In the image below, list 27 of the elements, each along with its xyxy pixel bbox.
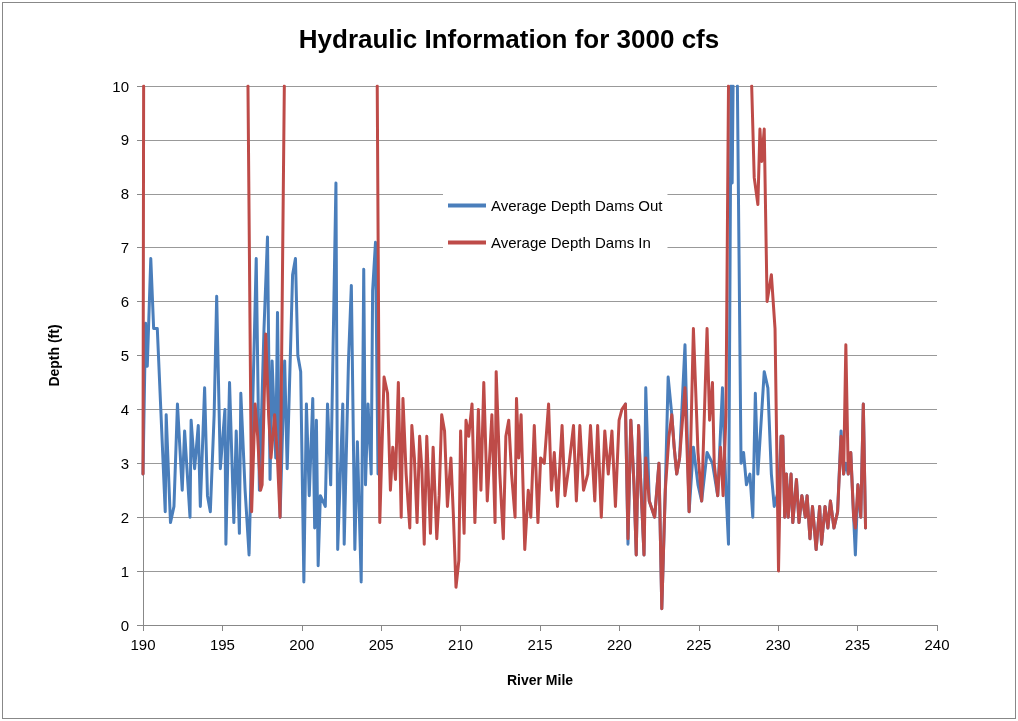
x-tick-label: 195 xyxy=(209,636,235,653)
y-axis-title: Depth (ft) xyxy=(46,324,62,387)
y-tick-label: 0 xyxy=(120,616,129,634)
x-tick-label: 215 xyxy=(527,636,553,653)
y-tick-label: 8 xyxy=(120,185,129,203)
x-tick-label: 205 xyxy=(368,636,394,653)
y-tick-label: 9 xyxy=(120,131,129,149)
legend-label: Average Depth Dams Out xyxy=(491,197,664,214)
x-tick-label: 190 xyxy=(130,636,156,653)
y-tick-label: 5 xyxy=(120,347,129,364)
chart-title: Hydraulic Information for 3000 cfs xyxy=(298,24,720,54)
y-tick-label: 2 xyxy=(120,508,129,526)
x-tick-label: 220 xyxy=(606,636,632,653)
x-tick-label: 210 xyxy=(448,636,474,653)
x-tick-label: 240 xyxy=(924,636,950,653)
y-tick-label: 7 xyxy=(120,239,129,257)
y-tick-label: 4 xyxy=(120,400,129,418)
y-tick-label: 6 xyxy=(120,293,129,311)
y-tick-label: 1 xyxy=(120,562,129,580)
x-tick-label: 235 xyxy=(845,636,871,653)
legend-label: Average Depth Dams In xyxy=(491,234,651,251)
x-tick-label: 230 xyxy=(765,636,791,653)
y-tick-label: 10 xyxy=(112,77,129,95)
y-tick-label: 3 xyxy=(120,454,129,472)
x-tick-label: 225 xyxy=(686,636,712,653)
x-tick-label: 200 xyxy=(289,636,315,653)
x-axis-title: River Mile xyxy=(506,672,574,688)
